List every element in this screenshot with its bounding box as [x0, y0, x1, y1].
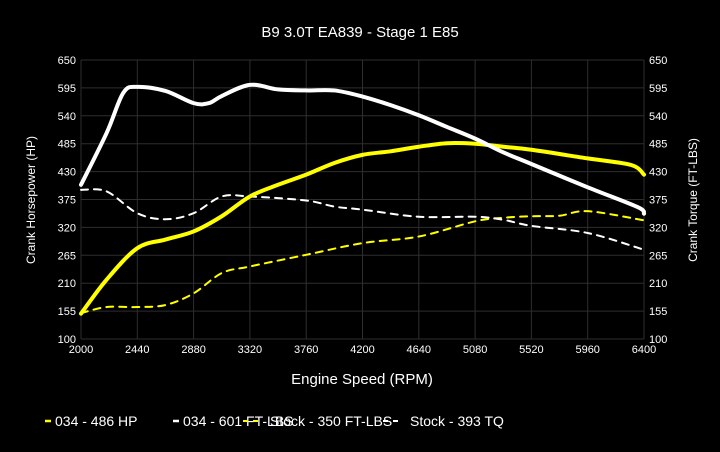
- y-axis-label-left: Crank Horsepower (HP): [24, 136, 38, 264]
- y-tick-label-right: 375: [649, 195, 667, 207]
- y-tick-label-right: 210: [649, 278, 667, 290]
- y-tick-label-right: 650: [649, 55, 667, 67]
- legend-label: Stock - 350 FT-LBS: [270, 413, 392, 429]
- y-tick-label-left: 155: [58, 306, 76, 318]
- series-line: [79, 140, 646, 316]
- y-tick-label-right: 595: [649, 83, 667, 95]
- y-tick-label-right: 430: [649, 167, 667, 179]
- x-tick-label: 2440: [125, 344, 149, 356]
- y-tick-label-left: 650: [58, 55, 76, 67]
- y-axis-label-right: Crank Torque (FT-LBS): [686, 138, 700, 262]
- x-tick-label: 3760: [294, 344, 318, 356]
- grid: [80, 59, 645, 340]
- chart-title: B9 3.0T EA839 - Stage 1 E85: [261, 24, 458, 41]
- y-tick-label-right: 485: [649, 139, 667, 151]
- x-tick-label: 2000: [69, 344, 93, 356]
- x-axis-label: Engine Speed (RPM): [291, 371, 433, 388]
- legend-label: 034 - 601 FT-LBS: [183, 413, 294, 429]
- x-tick-label: 6400: [632, 344, 656, 356]
- series-line: [80, 188, 645, 251]
- x-tick-label: 5520: [519, 344, 543, 356]
- series-line: [80, 210, 645, 315]
- series-line: [79, 82, 646, 216]
- y-tick-label-right: 155: [649, 306, 667, 318]
- x-tick-label: 5080: [463, 344, 487, 356]
- y-tick-label-right: 320: [649, 222, 667, 234]
- y-tick-label-left: 540: [58, 111, 76, 123]
- y-tick-label-left: 595: [58, 83, 76, 95]
- x-tick-label: 3320: [238, 344, 262, 356]
- x-tick-label: 4200: [350, 344, 374, 356]
- y-tick-label-left: 320: [58, 222, 76, 234]
- series-lines: [79, 82, 646, 316]
- y-tick-label-left: 485: [58, 139, 76, 151]
- y-tick-label-right: 100: [649, 334, 667, 346]
- y-tick-label-left: 265: [58, 250, 76, 262]
- x-tick-label: 2880: [181, 344, 205, 356]
- y-tick-label-left: 210: [58, 278, 76, 290]
- y-tick-label-right: 540: [649, 111, 667, 123]
- legend-label: 034 - 486 HP: [55, 413, 138, 429]
- tick-labels: 2000 2440 2880 3320 3760 4200 4640 5080 5520 5960…: [58, 55, 668, 356]
- y-tick-label-left: 375: [58, 195, 76, 207]
- y-tick-label-right: 265: [649, 250, 667, 262]
- legend-label: Stock - 393 TQ: [410, 413, 504, 429]
- x-tick-label: 5960: [575, 344, 599, 356]
- x-tick-label: 4640: [407, 344, 431, 356]
- y-tick-label-left: 100: [58, 334, 76, 346]
- y-tick-label-left: 430: [58, 167, 76, 179]
